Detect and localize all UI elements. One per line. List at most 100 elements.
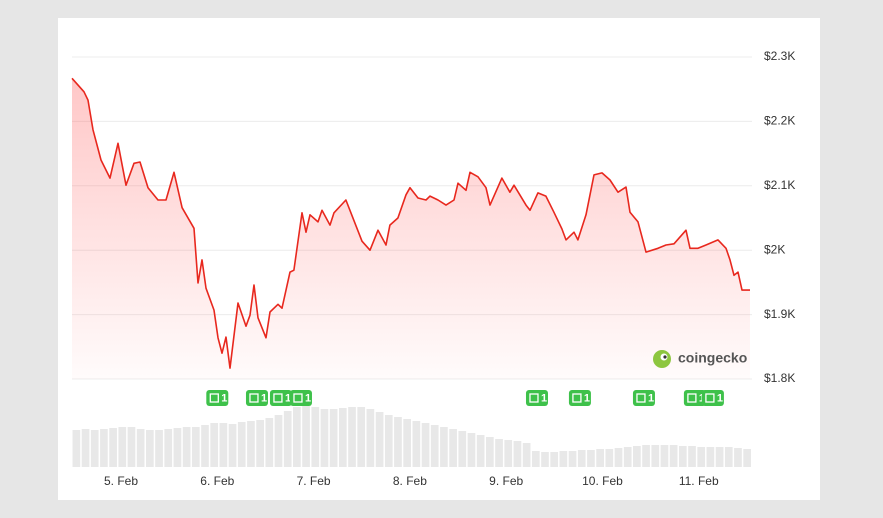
volume-bar	[458, 431, 467, 467]
volume-bar	[486, 437, 494, 467]
volume-bar	[495, 439, 503, 467]
volume-bar	[531, 451, 540, 467]
volume-bar	[311, 407, 320, 467]
volume-bar	[614, 448, 623, 467]
volume-bar	[623, 447, 632, 467]
volume-bar	[403, 419, 411, 467]
news-badge[interactable]: 1	[525, 390, 548, 406]
volume-bar	[421, 423, 430, 467]
volume-bar	[375, 412, 384, 467]
volume-bar	[541, 452, 549, 467]
volume-bar	[734, 448, 742, 467]
news-count: 1	[584, 392, 590, 404]
volume-bar	[237, 422, 246, 467]
volume-bar	[210, 423, 219, 467]
volume-bar	[743, 449, 751, 467]
volume-bar	[247, 421, 255, 467]
volume-bar	[265, 418, 274, 467]
news-badge[interactable]: 1	[269, 390, 292, 406]
x-tick-label: 5. Feb	[104, 474, 138, 488]
x-tick-label: 10. Feb	[582, 474, 623, 488]
news-count: 1	[221, 392, 227, 404]
volume-bar	[440, 427, 448, 467]
volume-bar	[228, 424, 237, 467]
watermark-logo	[653, 350, 671, 368]
y-tick-label: $1.8K	[764, 371, 795, 385]
volume-bar	[302, 406, 310, 467]
volume-bar	[706, 447, 715, 467]
news-badge[interactable]: 1	[568, 390, 591, 406]
news-badge[interactable]: 1	[289, 390, 312, 406]
news-icon	[529, 393, 539, 403]
volume-bar	[559, 451, 568, 467]
news-badge[interactable]: 1	[206, 390, 229, 406]
volume-bar	[660, 445, 669, 467]
volume-bar	[476, 435, 485, 467]
y-tick-label: $2.3K	[764, 49, 795, 63]
volume-bar	[678, 446, 687, 467]
volume-bar	[724, 447, 733, 467]
volume-bar	[633, 446, 641, 467]
volume-bar	[293, 407, 301, 467]
volume-bar	[182, 427, 191, 467]
volume-bar	[669, 445, 678, 467]
volume-bar	[127, 427, 136, 467]
volume-bar	[577, 450, 586, 467]
volume-bar	[329, 409, 338, 467]
news-badge[interactable]: 1	[245, 390, 268, 406]
volume-bar	[550, 452, 559, 467]
volume-bar	[605, 449, 614, 467]
volume-bar	[338, 408, 347, 467]
volume-bar	[90, 430, 99, 467]
volume-bar	[568, 451, 577, 467]
news-icon	[705, 393, 715, 403]
volume-bar	[430, 425, 439, 467]
y-tick-label: $2K	[764, 242, 785, 256]
volume-bar	[504, 440, 513, 467]
news-icon	[249, 393, 259, 403]
price-area	[72, 78, 750, 380]
news-count: 1	[285, 392, 291, 404]
x-tick-label: 8. Feb	[393, 474, 427, 488]
volume-bar	[348, 407, 356, 467]
volume-bar	[513, 441, 522, 467]
news-count: 1	[717, 392, 723, 404]
volume-bar	[688, 446, 696, 467]
news-count: 1	[541, 392, 547, 404]
volume-bar	[283, 411, 292, 467]
volume-bar	[173, 428, 182, 467]
news-icon	[687, 393, 697, 403]
news-badge[interactable]: 1	[701, 390, 724, 406]
volume-bar	[72, 430, 81, 467]
volume-bar	[201, 425, 209, 467]
volume-bar	[100, 429, 108, 467]
volume-bar	[357, 407, 366, 467]
volume-bar	[412, 421, 421, 467]
volume-bar	[164, 429, 173, 467]
volume-bar	[118, 427, 127, 467]
news-badge[interactable]: 1	[632, 390, 655, 406]
volume-bar	[109, 428, 117, 467]
volume-bar	[81, 429, 90, 467]
x-tick-label: 9. Feb	[489, 474, 523, 488]
news-icon	[572, 393, 582, 403]
y-tick-label: $2.2K	[764, 114, 795, 128]
news-count: 1	[648, 392, 654, 404]
volume-bar	[642, 445, 650, 467]
volume-bar	[596, 449, 604, 467]
volume-bar	[715, 447, 724, 467]
watermark: coingecko	[678, 350, 747, 366]
news-count: 1	[261, 392, 267, 404]
volume-bar	[274, 415, 283, 467]
volume-bar	[467, 433, 476, 467]
news-icon	[273, 393, 283, 403]
volume-bar	[136, 429, 145, 467]
volume-bar	[366, 409, 375, 467]
y-tick-label: $2.1K	[764, 178, 795, 192]
volume-bar	[394, 417, 402, 467]
volume-bar	[449, 429, 457, 467]
price-line	[71, 77, 750, 369]
volume-bar	[320, 409, 329, 467]
news-count: 1	[305, 392, 311, 404]
x-tick-label: 6. Feb	[200, 474, 234, 488]
